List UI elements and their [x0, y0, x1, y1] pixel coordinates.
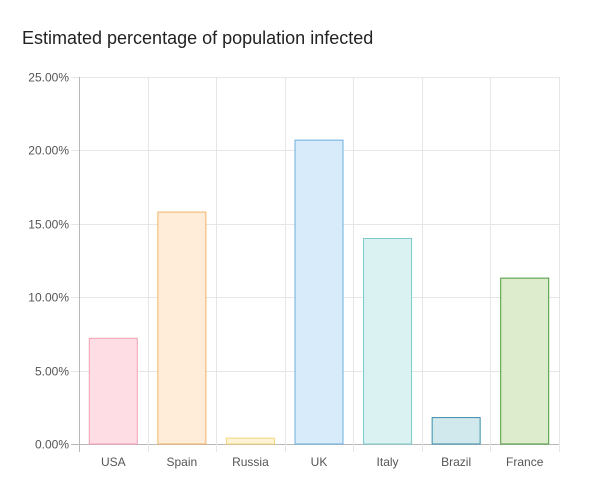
bar-uk[interactable]	[294, 139, 344, 445]
bar-brazil[interactable]	[431, 417, 481, 445]
y-tick-label: 5.00%	[35, 365, 69, 379]
x-tick-label: Italy	[377, 455, 399, 469]
x-tick-label: France	[506, 455, 544, 469]
x-tick-label: Russia	[232, 455, 269, 469]
chart-title: Estimated percentage of population infec…	[22, 28, 374, 48]
y-tick-label: 15.00%	[28, 218, 69, 232]
bar-russia[interactable]	[225, 437, 275, 445]
y-tick-label: 25.00%	[28, 71, 69, 85]
x-tick-label: Spain	[167, 455, 198, 469]
y-tick-label: 10.00%	[28, 291, 69, 305]
bar-spain[interactable]	[157, 211, 207, 445]
y-tick-label: 20.00%	[28, 144, 69, 158]
bar-italy[interactable]	[363, 237, 413, 445]
x-tick-label: UK	[311, 455, 328, 469]
x-tick-label: Brazil	[441, 455, 471, 469]
y-tick-label: 0.00%	[35, 438, 69, 452]
bar-usa[interactable]	[88, 337, 138, 445]
x-tick-label: USA	[101, 455, 126, 469]
bar-france[interactable]	[500, 277, 550, 445]
